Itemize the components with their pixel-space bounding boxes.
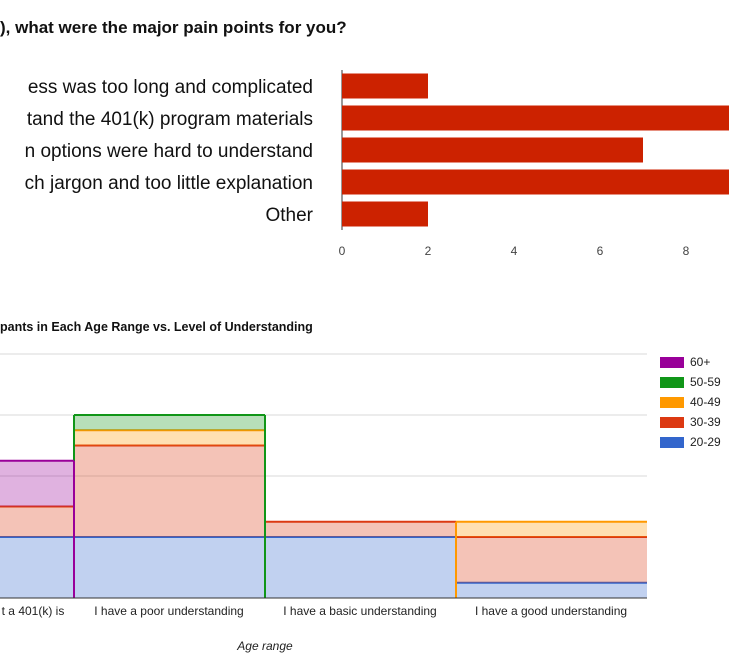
chart2-area-segment [74, 537, 265, 598]
chart1-tick-label: 8 [683, 244, 690, 258]
chart1-tick-label: 0 [339, 244, 346, 258]
legend-label: 20-29 [690, 435, 721, 449]
chart2-area-segment [456, 583, 647, 598]
chart1-bar [342, 74, 428, 99]
age-understanding-area-chart: t a 401(k) is I have a poor understanding… [0, 340, 660, 670]
legend-label: 60+ [690, 355, 710, 369]
chart1-category-label: Other [265, 205, 313, 226]
chart2-title: pants in Each Age Range vs. Level of Und… [0, 320, 313, 334]
legend-swatch [660, 397, 684, 408]
legend-label: 30-39 [690, 415, 721, 429]
chart1-category-label: n options were hard to understand [25, 141, 313, 162]
chart2-area-segment [74, 415, 265, 430]
chart2-category-label: I have a good understanding [475, 604, 627, 618]
chart1-tick-label: 2 [425, 244, 432, 258]
chart2-area-segment [74, 430, 265, 445]
chart2-category-label: t a 401(k) is [2, 604, 65, 618]
chart1-tick-label: 4 [511, 244, 518, 258]
legend-label: 50-59 [690, 375, 721, 389]
chart2-area-segment [265, 522, 456, 537]
chart2-legend: 60+ 50-59 40-49 30-39 20-29 [660, 352, 721, 452]
chart1-bar [342, 106, 729, 131]
chart2-area-segment [456, 537, 647, 583]
chart2-area-segment [456, 522, 647, 537]
legend-item-60+: 60+ [660, 352, 721, 372]
chart1-bar [342, 202, 428, 227]
legend-label: 40-49 [690, 395, 721, 409]
legend-item-30-39: 30-39 [660, 412, 721, 432]
chart1-bar [342, 170, 729, 195]
legend-swatch [660, 437, 684, 448]
chart2-area-segment [0, 537, 74, 598]
legend-item-20-29: 20-29 [660, 432, 721, 452]
legend-swatch [660, 377, 684, 388]
chart2-area-segment [74, 446, 265, 538]
chart1-bar [342, 138, 643, 163]
chart2-area-segment [265, 537, 456, 598]
chart1-tick-label: 6 [597, 244, 604, 258]
legend-item-50-59: 50-59 [660, 372, 721, 392]
legend-item-40-49: 40-49 [660, 392, 721, 412]
legend-swatch [660, 357, 684, 368]
chart2-area-segment [0, 461, 74, 507]
legend-swatch [660, 417, 684, 428]
chart1-category-label: ch jargon and too little explanation [25, 173, 313, 194]
chart2-xaxis-title: Age range [236, 639, 293, 653]
chart1-category-label: tand the 401(k) program materials [27, 109, 313, 130]
chart2-category-label: I have a poor understanding [94, 604, 243, 618]
pain-points-bar-chart: ess was too long and complicated tand the… [0, 60, 735, 270]
chart1-category-label: ess was too long and complicated [28, 77, 313, 98]
chart2-area-segment [0, 507, 74, 538]
chart1-title: ), what were the major pain points for y… [0, 18, 347, 38]
chart2-category-label: I have a basic understanding [283, 604, 436, 618]
